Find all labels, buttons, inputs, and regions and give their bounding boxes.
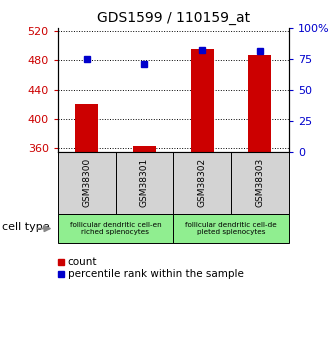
Bar (248, 55, 271, 152)
FancyBboxPatch shape (58, 152, 115, 214)
Text: follicular dendritic cell-de
pleted splenocytes: follicular dendritic cell-de pleted sple… (185, 222, 277, 235)
FancyBboxPatch shape (115, 152, 173, 214)
Title: GDS1599 / 110159_at: GDS1599 / 110159_at (97, 11, 250, 25)
FancyBboxPatch shape (173, 152, 231, 214)
Text: GSM38303: GSM38303 (255, 158, 264, 207)
Text: GSM38301: GSM38301 (140, 158, 149, 207)
Bar (75, 104, 98, 152)
FancyBboxPatch shape (173, 214, 289, 243)
Text: percentile rank within the sample: percentile rank within the sample (68, 269, 244, 279)
Text: follicular dendritic cell-en
riched splenocytes: follicular dendritic cell-en riched sple… (70, 222, 161, 235)
Text: GSM38300: GSM38300 (82, 158, 91, 207)
FancyBboxPatch shape (58, 214, 173, 243)
Text: count: count (68, 257, 97, 267)
Bar (133, 146, 156, 152)
Text: cell type: cell type (2, 222, 49, 232)
Text: GSM38302: GSM38302 (198, 158, 207, 207)
Bar (191, 49, 214, 152)
FancyBboxPatch shape (231, 152, 289, 214)
